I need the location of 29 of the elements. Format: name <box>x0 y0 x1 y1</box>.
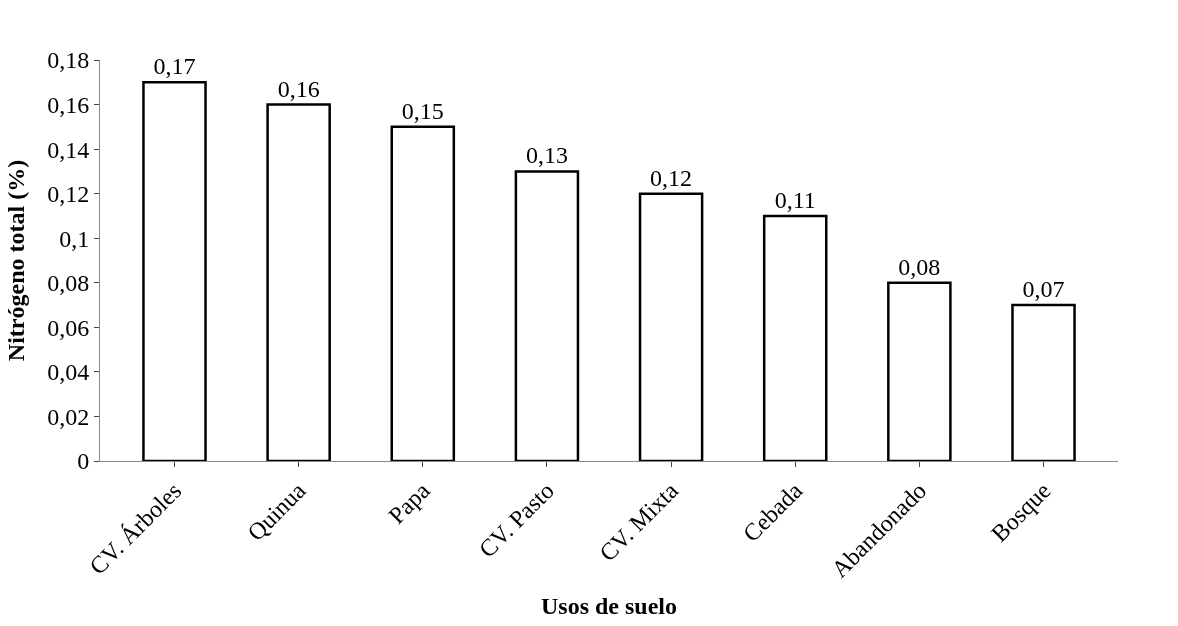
y-tick-label: 0,16 <box>47 91 90 118</box>
data-label: 0,12 <box>650 164 693 191</box>
bar <box>142 81 207 461</box>
x-tick-label: Papa <box>383 477 436 529</box>
bar <box>266 103 331 461</box>
bar <box>638 192 704 461</box>
data-label: 0,15 <box>401 97 444 124</box>
y-tick-label: 0,1 <box>59 225 90 252</box>
y-tick-label: 0,12 <box>47 181 90 208</box>
bar <box>1011 303 1076 461</box>
x-axis-title: Usos de suelo <box>540 592 678 619</box>
y-tick-label: 0,04 <box>47 359 90 386</box>
y-tick-label: 0,08 <box>47 270 90 297</box>
y-axis-title: Nitrógeno total (%) <box>3 159 30 362</box>
data-label: 0,11 <box>774 186 816 213</box>
data-label: 0,07 <box>1022 276 1065 303</box>
y-tick-label: 0 <box>77 448 90 475</box>
data-label: 0,16 <box>277 75 320 102</box>
bar <box>514 170 580 461</box>
bar <box>390 125 456 461</box>
data-label: 0,17 <box>153 53 196 80</box>
y-tick-label: 0,02 <box>47 403 90 430</box>
y-tick-label: 0,18 <box>47 47 90 74</box>
y-tick-label: 0,06 <box>47 314 90 341</box>
bar <box>762 214 828 461</box>
data-label: 0,08 <box>898 253 941 280</box>
y-tick-label: 0,14 <box>47 136 90 163</box>
bar <box>887 281 952 461</box>
data-label: 0,13 <box>525 142 568 169</box>
